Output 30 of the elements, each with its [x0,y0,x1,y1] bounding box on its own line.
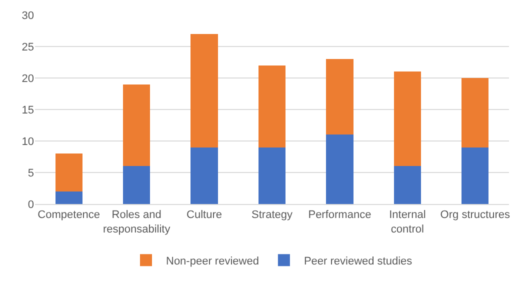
bar [258,147,286,204]
x-tick-label: Roles and responsability [102,209,171,236]
bar [394,166,421,204]
bar [394,72,421,166]
y-tick-label: 25 [22,41,34,54]
y-tick-label: 20 [22,72,34,85]
bar [326,59,354,135]
x-tick-label: Culture [186,209,222,222]
bar [55,191,82,204]
y-tick-label: 10 [22,136,34,148]
bar [190,34,218,148]
bar [462,147,489,204]
legend-label: Non-peer reviewed [166,255,259,268]
x-tick-label: Internal control [389,209,426,236]
y-tick-label: 5 [28,167,34,180]
x-tick-label: Competence [38,209,100,222]
y-tick-label: 30 [22,10,34,22]
y-tick-label: 15 [22,104,34,116]
bar [258,65,286,148]
bar [123,84,150,166]
bar [190,147,218,204]
x-tick-label: Org structures [440,209,510,222]
x-tick-label: Strategy [252,209,293,222]
y-tick-label: 0 [28,198,34,211]
bar [326,134,354,204]
bar [55,154,82,192]
x-tick-label: Performance [308,209,372,222]
bar [123,166,150,204]
bar [462,78,489,148]
legend-label: Peer reviewed studies [304,255,413,268]
